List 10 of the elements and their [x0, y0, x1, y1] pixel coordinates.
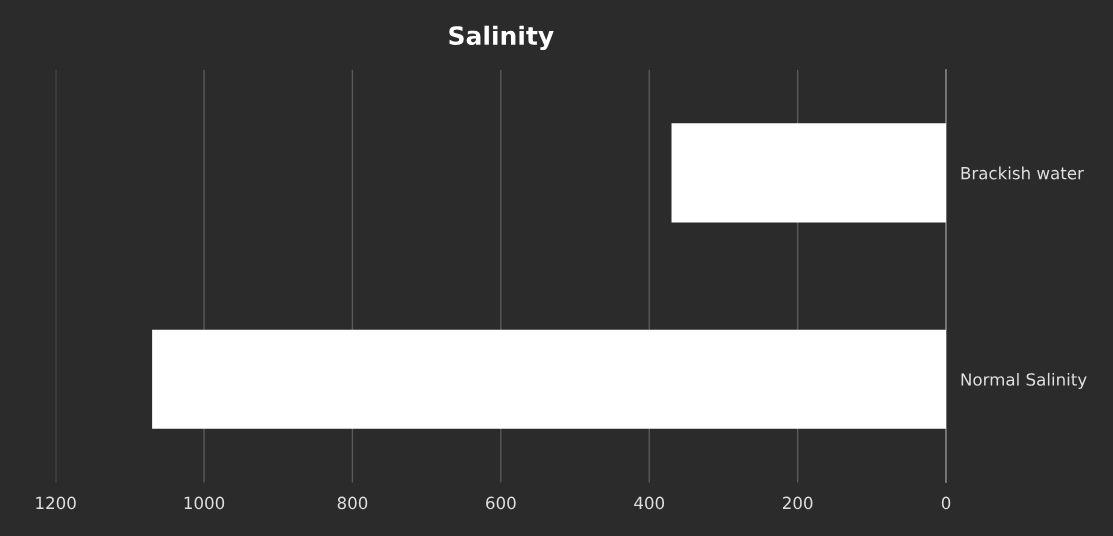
x-tick-label: 400 — [634, 496, 665, 510]
x-tick-label: 1000 — [184, 496, 225, 510]
y-tick-label: Normal Salinity — [961, 372, 1087, 390]
x-tick-label: 600 — [486, 496, 516, 510]
chart-title: Salinity — [449, 25, 554, 51]
x-tick-label: 800 — [337, 496, 368, 510]
x-tick-label: 0 — [941, 496, 951, 510]
x-tick-label: 1200 — [36, 496, 76, 510]
y-tick-label: Brackish water — [961, 166, 1084, 180]
x-tick-label: 200 — [782, 496, 813, 510]
